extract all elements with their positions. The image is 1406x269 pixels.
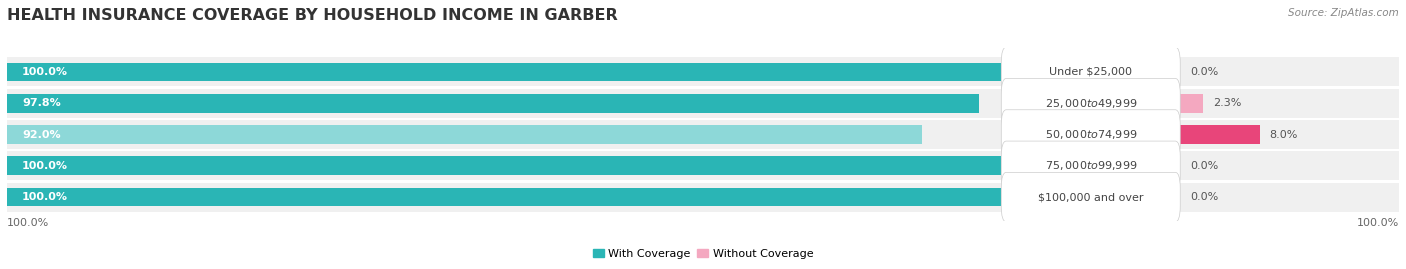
Text: 8.0%: 8.0% [1270,129,1298,140]
Text: $50,000 to $74,999: $50,000 to $74,999 [1045,128,1137,141]
Text: 97.8%: 97.8% [22,98,60,108]
Bar [7,156,1001,175]
Text: 2.3%: 2.3% [1213,98,1241,108]
FancyBboxPatch shape [1001,79,1180,128]
Text: 100.0%: 100.0% [22,67,67,77]
Bar [7,120,1399,149]
FancyBboxPatch shape [1001,141,1180,190]
Bar [7,183,1399,211]
Text: Source: ZipAtlas.com: Source: ZipAtlas.com [1288,8,1399,18]
Bar [7,58,1399,86]
Bar [7,89,1399,118]
Bar [7,188,1001,207]
Text: $25,000 to $49,999: $25,000 to $49,999 [1045,97,1137,110]
Bar [7,62,1001,81]
Text: 0.0%: 0.0% [1191,161,1219,171]
Text: $100,000 and over: $100,000 and over [1038,192,1143,202]
Text: 100.0%: 100.0% [22,161,67,171]
Text: 100.0%: 100.0% [22,192,67,202]
Text: 0.0%: 0.0% [1191,192,1219,202]
Bar [1180,125,1260,144]
Legend: With Coverage, Without Coverage: With Coverage, Without Coverage [588,245,818,263]
Text: 0.0%: 0.0% [1191,67,1219,77]
Text: HEALTH INSURANCE COVERAGE BY HOUSEHOLD INCOME IN GARBER: HEALTH INSURANCE COVERAGE BY HOUSEHOLD I… [7,8,617,23]
Text: Under $25,000: Under $25,000 [1049,67,1132,77]
Text: 100.0%: 100.0% [1357,218,1399,228]
Bar [7,125,922,144]
FancyBboxPatch shape [1001,172,1180,222]
Text: 100.0%: 100.0% [7,218,49,228]
Bar [7,151,1399,180]
Bar [7,94,980,113]
Bar [1180,94,1204,113]
Text: $75,000 to $99,999: $75,000 to $99,999 [1045,159,1137,172]
Text: 92.0%: 92.0% [22,129,60,140]
FancyBboxPatch shape [1001,110,1180,159]
FancyBboxPatch shape [1001,47,1180,97]
